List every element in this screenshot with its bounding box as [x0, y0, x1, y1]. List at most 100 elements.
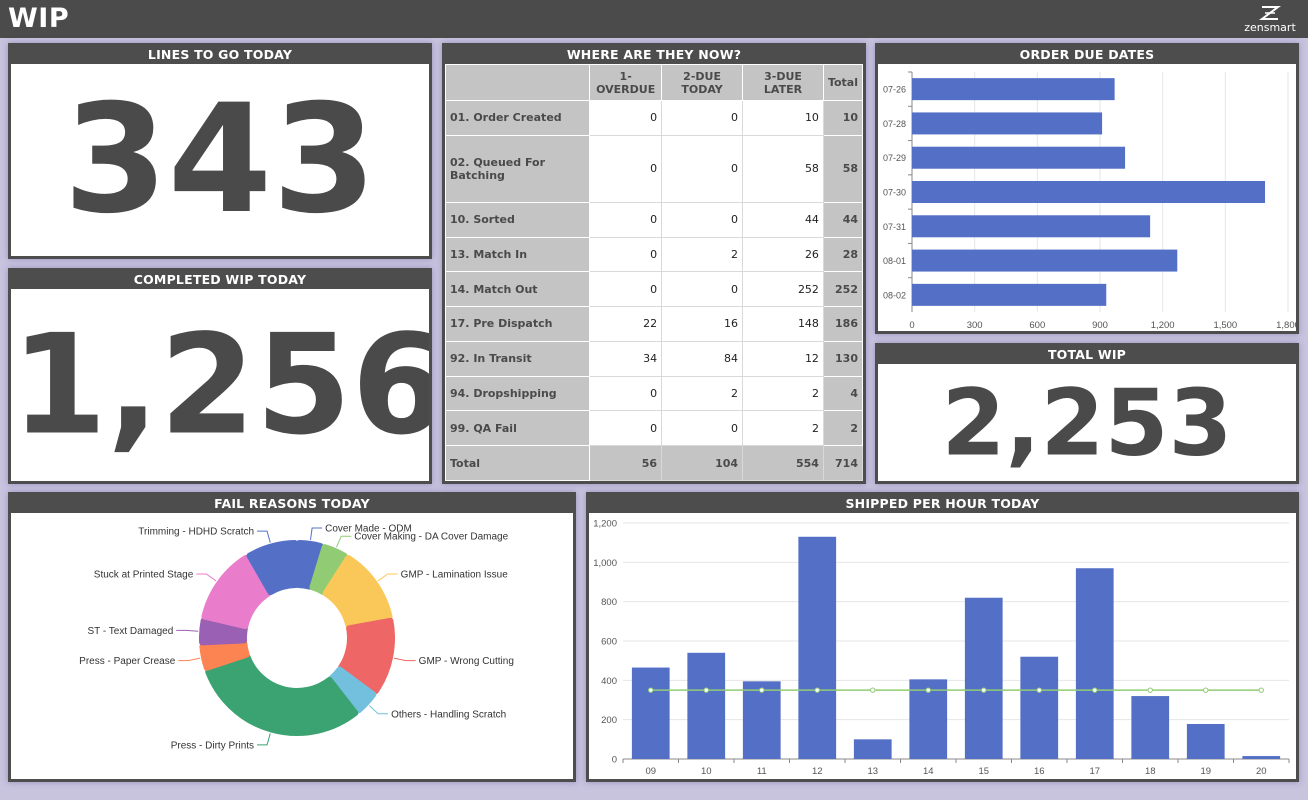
y-tick-label: 07-26 [883, 85, 906, 95]
y-tick-label: 0 [612, 755, 617, 766]
where-are-they-now-panel: WHERE ARE THEY NOW? 1-OVERDUE 2-DUE TODA… [442, 43, 866, 484]
table-cell: 2 [742, 375, 824, 412]
hourly-bar [742, 681, 781, 759]
x-tick-label: 12 [812, 766, 823, 777]
x-tick-label: 09 [645, 766, 656, 777]
table-cell: 44 [822, 201, 863, 238]
target-point [1258, 687, 1264, 693]
leader-line [377, 573, 398, 582]
page-title: WIP [8, 3, 70, 34]
table-cell: 186 [822, 306, 863, 342]
total-cell: 104 [661, 445, 744, 481]
table-cell: 28 [822, 236, 863, 273]
due-date-bar [912, 112, 1103, 135]
leader-line [178, 657, 201, 662]
x-tick-label: 1,200 [1151, 320, 1175, 331]
x-tick-label: 14 [923, 766, 934, 777]
table-cell: 16 [661, 306, 744, 342]
brand-name: zensmart [1244, 21, 1296, 34]
y-tick-label: 1,200 [593, 519, 617, 530]
lines-to-go-value: 343 [63, 73, 377, 247]
slice-label: Press - Paper Crease [79, 656, 176, 667]
table-cell: 4 [822, 375, 863, 412]
hourly-bar [1186, 723, 1225, 759]
hourly-bar [1020, 656, 1059, 759]
x-tick-label: 15 [978, 766, 989, 777]
x-tick-label: 19 [1200, 766, 1211, 777]
hourly-bar [1242, 756, 1281, 759]
x-tick-label: 1,500 [1213, 320, 1237, 331]
brand-logo: zensmart [1240, 4, 1300, 34]
table-cell: 2 [661, 236, 744, 273]
table-cell: 0 [589, 134, 663, 203]
target-point [1092, 687, 1098, 693]
panel-title: COMPLETED WIP TODAY [133, 272, 307, 287]
target-point [870, 687, 876, 693]
hourly-bar [687, 652, 726, 759]
x-tick-label: 20 [1256, 766, 1267, 777]
table-column-header: 3-DUE LATER [742, 64, 824, 101]
table-cell: 10 [742, 100, 824, 136]
leader-line [257, 733, 271, 746]
table-row: 10. Sorted 0 0 44 44 [445, 201, 863, 238]
fail-reasons-panel: FAIL REASONS TODAY Cover Made - ODM Cover… [8, 492, 576, 782]
slice-label: ST - Text Damaged [87, 626, 173, 637]
leader-line [393, 657, 416, 662]
x-tick-label: 13 [867, 766, 878, 777]
table-total-row: Total 56 104 554 714 [445, 445, 863, 481]
donut-slice [201, 554, 272, 630]
table-cell: 2 [822, 410, 863, 447]
table-cell: 44 [742, 201, 824, 238]
due-date-bar [912, 78, 1115, 101]
table-cell: 58 [822, 134, 863, 203]
target-point [1147, 687, 1153, 693]
table-cell: 0 [589, 271, 663, 308]
table-cell: 0 [589, 201, 663, 238]
slice-label: Press - Dirty Prints [171, 740, 254, 751]
target-point [925, 687, 931, 693]
total-cell: 554 [742, 445, 824, 481]
table-cell: 26 [742, 236, 824, 273]
zensmart-logo-icon [1259, 6, 1281, 20]
due-date-bar [912, 249, 1178, 272]
target-point [981, 687, 987, 693]
leader-line [369, 705, 389, 715]
row-label: 10. Sorted [445, 201, 591, 238]
hourly-bar [1131, 696, 1170, 759]
hourly-bar [631, 667, 670, 759]
slice-label: GMP - Wrong Cutting [419, 656, 514, 667]
shipped-per-hour-panel: SHIPPED PER HOUR TODAY 0 200 400 600 800 1,00… [586, 492, 1299, 782]
hourly-bar [1075, 568, 1114, 759]
table-cell: 0 [661, 410, 744, 447]
table-row: 01. Order Created 0 0 10 10 [445, 100, 863, 136]
slice-label: Cover Making - DA Cover Damage [354, 532, 508, 543]
x-tick-label: 11 [757, 766, 767, 777]
slice-label: GMP - Lamination Issue [401, 569, 509, 580]
donut-slice [205, 653, 359, 736]
leader-line [309, 527, 323, 540]
due-date-bar [912, 146, 1126, 169]
table-cell: 2 [661, 375, 744, 412]
table-cell: 10 [822, 100, 863, 136]
row-label: 94. Dropshipping [445, 375, 591, 412]
y-tick-label: 08-02 [883, 290, 906, 300]
target-point [814, 687, 820, 693]
leader-line [257, 530, 271, 543]
table-cell: 130 [822, 340, 863, 377]
x-tick-label: 1,800 [1276, 320, 1296, 331]
panel-title: TOTAL WIP [1047, 347, 1127, 362]
panel-title: LINES TO GO TODAY [147, 47, 293, 62]
panel-title: SHIPPED PER HOUR TODAY [845, 496, 1040, 511]
y-tick-label: 1,000 [593, 558, 617, 569]
hourly-bar [798, 536, 837, 759]
total-cell: 56 [589, 445, 663, 481]
table-header-row: 1-OVERDUE 2-DUE TODAY 3-DUE LATER Total [445, 64, 863, 101]
panel-title: FAIL REASONS TODAY [214, 496, 370, 511]
total-wip-value: 2,253 [941, 369, 1233, 476]
table-row: 02. Queued For Batching 0 0 58 58 [445, 134, 863, 203]
x-tick-label: 600 [1029, 320, 1045, 331]
target-point [703, 687, 709, 693]
leader-line [335, 535, 352, 548]
lines-to-go-panel: LINES TO GO TODAY 343 [8, 43, 432, 259]
